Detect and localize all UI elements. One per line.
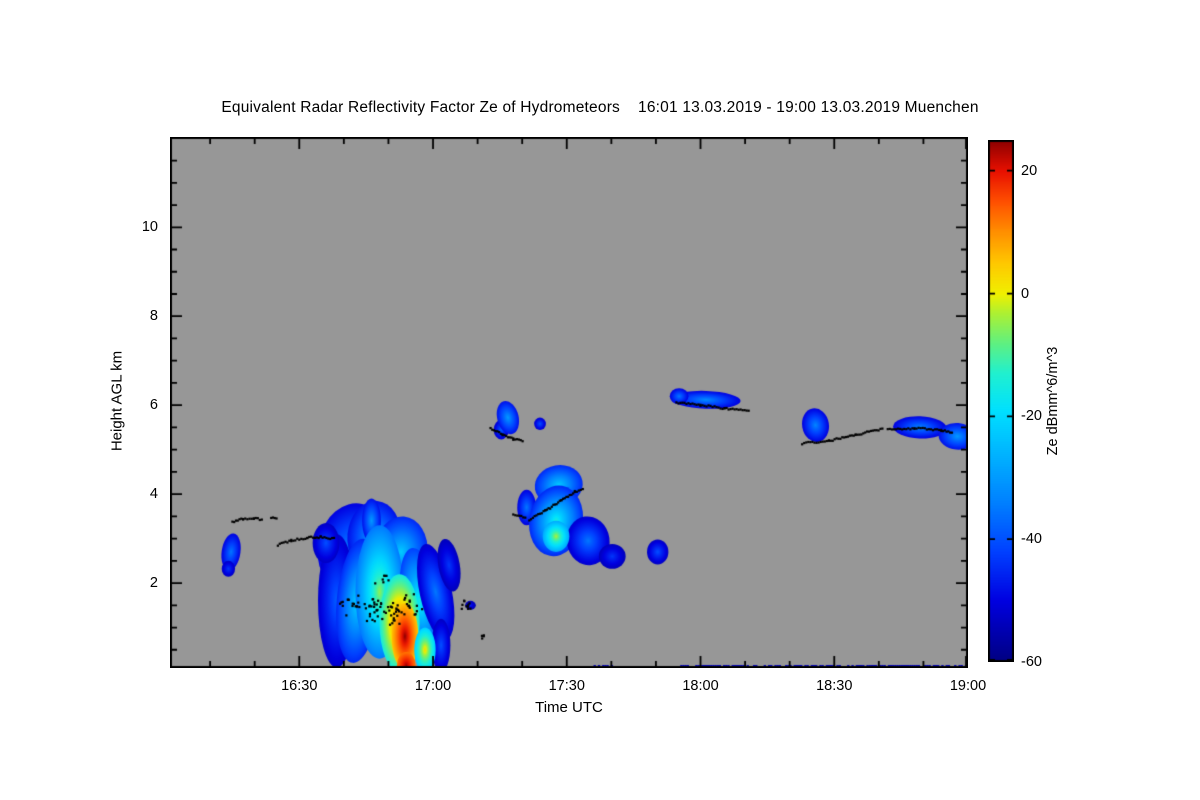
colorbar-tick-label: -20 [1021,408,1042,425]
y-tick-label: 6 [149,397,158,414]
x-tick-label: 17:00 [414,678,452,694]
x-tick-label: 19:00 [949,678,987,694]
colorbar [988,140,1014,662]
x-tick-label: 18:30 [816,678,853,694]
x-axis-label: Time UTC [535,699,603,716]
colorbar-tick-label: 0 [1021,285,1030,302]
colorbar-label: Ze dBmm^6/m^3 [1045,346,1061,456]
chart-title: Equivalent Radar Reflectivity Factor Ze … [221,99,979,116]
y-tick-label: 2 [149,575,158,592]
y-tick-label: 8 [149,308,158,325]
y-tick-label: 4 [149,486,158,503]
x-tick-label: 18:00 [682,678,719,694]
x-tick-label: 16:30 [281,678,318,694]
radar-plot-canvas [170,137,968,668]
colorbar-tick-label: -60 [1021,654,1042,670]
colorbar-tick-label: -40 [1021,531,1042,548]
colorbar-tick-label: 20 [1021,162,1038,179]
x-tick-label: 17:30 [548,678,585,694]
y-tick-label: 10 [141,219,158,236]
